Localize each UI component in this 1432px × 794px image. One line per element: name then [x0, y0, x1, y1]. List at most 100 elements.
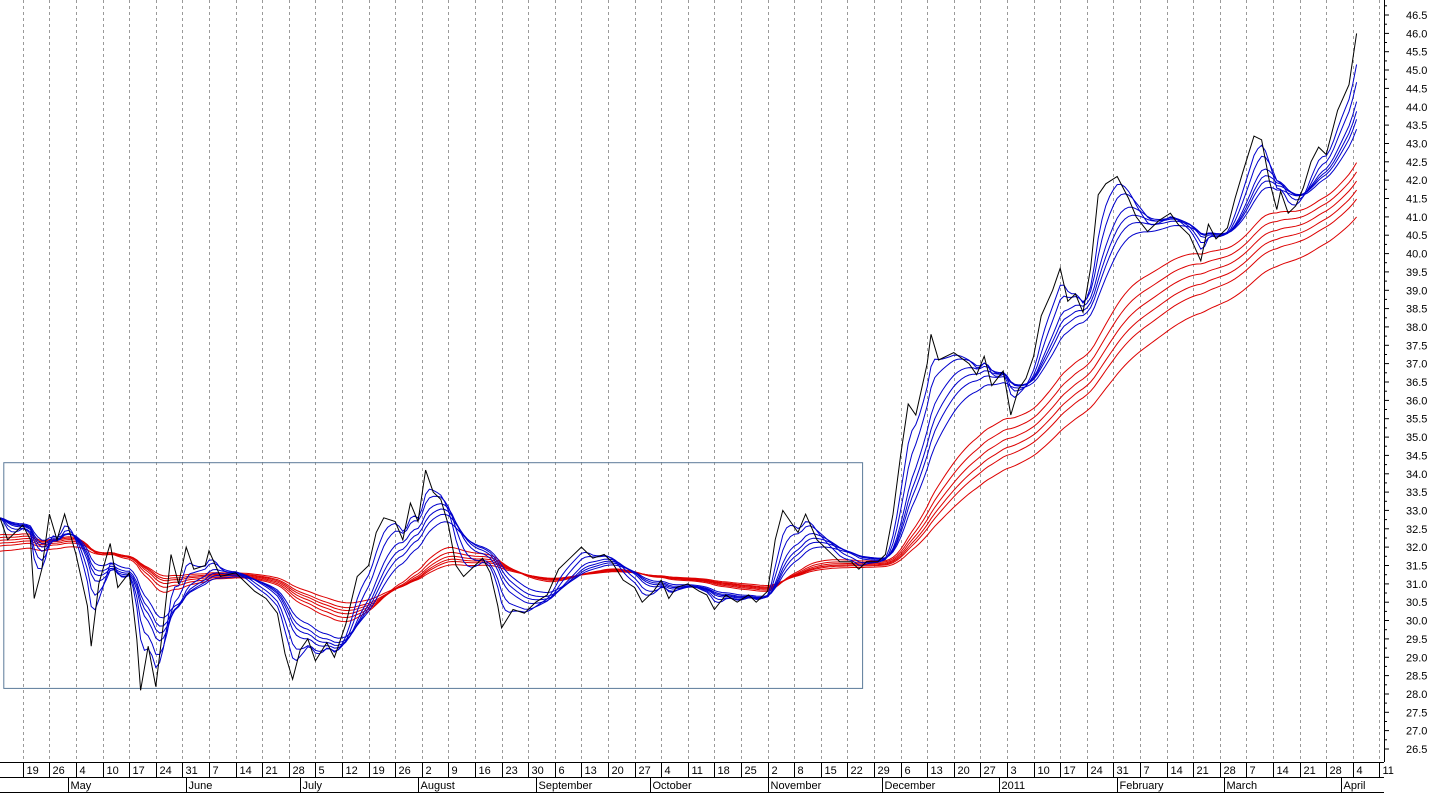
x-tick-label: 19 — [27, 765, 39, 777]
x-tick-label: 7 — [1250, 765, 1256, 777]
x-tick-label: 28 — [1330, 765, 1342, 777]
y-tick-label: 44.0 — [1406, 102, 1427, 114]
x-tick-label: 14 — [240, 765, 252, 777]
price-series — [0, 33, 1358, 691]
y-tick-label: 37.0 — [1406, 359, 1427, 371]
x-tick-label: 20 — [612, 765, 624, 777]
short-term-ema-group — [0, 64, 1358, 669]
month-label: December — [885, 780, 936, 792]
x-tick-label: 21 — [266, 765, 278, 777]
x-tick-label: 21 — [1197, 765, 1209, 777]
y-axis-panel — [1384, 0, 1432, 762]
y-tick-label: 32.5 — [1406, 524, 1427, 536]
y-tick-label: 44.5 — [1406, 83, 1427, 95]
x-tick-label: 31 — [1117, 765, 1129, 777]
x-tick-label: 13 — [585, 765, 597, 777]
y-tick-label: 42.5 — [1406, 157, 1427, 169]
x-tick-label: 14 — [1277, 765, 1289, 777]
consolidation-box — [3, 462, 864, 689]
x-tick-label: 4 — [80, 765, 86, 777]
month-label: September — [539, 780, 593, 792]
x-tick-label: 16 — [479, 765, 491, 777]
x-tick-label: 26 — [53, 765, 65, 777]
x-tick-label: 21 — [1304, 765, 1316, 777]
x-tick-label: 2 — [772, 765, 778, 777]
month-label: March — [1227, 780, 1258, 792]
y-tick-label: 34.0 — [1406, 469, 1427, 481]
y-tick-label: 29.0 — [1406, 652, 1427, 664]
month-label: August — [421, 780, 455, 792]
vertical-gridlines — [23, 0, 1380, 762]
x-tick-label: 12 — [346, 765, 358, 777]
x-tick-label: 27 — [984, 765, 996, 777]
y-tick-label: 37.5 — [1406, 340, 1427, 352]
x-tick-label: 17 — [1064, 765, 1076, 777]
x-tick-label: 4 — [1357, 765, 1363, 777]
x-tick-label: 28 — [293, 765, 305, 777]
month-label: May — [71, 780, 92, 792]
month-label: June — [189, 780, 213, 792]
y-tick-label: 31.0 — [1406, 579, 1427, 591]
x-tick-label: 7 — [1144, 765, 1150, 777]
x-axis: 19 26 4 10 17 24 31 7 14 21 28 5 12 19 26 2 9 16 23 30 6 13 20… — [0, 762, 1432, 794]
month-label: February — [1120, 780, 1165, 792]
x-tick-label: 7 — [213, 765, 219, 777]
x-tick-label: 29 — [878, 765, 890, 777]
y-tick-label: 41.5 — [1406, 194, 1427, 206]
x-tick-label: 10 — [107, 765, 119, 777]
y-tick-label: 27.0 — [1406, 726, 1427, 738]
y-tick-label: 42.0 — [1406, 175, 1427, 187]
short-ema-line-15 — [0, 129, 1358, 639]
x-tick-label: 8 — [798, 765, 804, 777]
y-tick-label: 45.0 — [1406, 65, 1427, 77]
x-tick-label: 15 — [825, 765, 837, 777]
y-tick-label: 27.5 — [1406, 707, 1427, 719]
x-tick-label: 22 — [851, 765, 863, 777]
y-tick-label: 33.5 — [1406, 487, 1427, 499]
x-tick-label: 10 — [1038, 765, 1050, 777]
y-tick-label: 43.5 — [1406, 120, 1427, 132]
short-ema-line-8 — [0, 101, 1358, 649]
x-tick-label: 19 — [373, 765, 385, 777]
x-tick-label: 4 — [665, 765, 671, 777]
y-tick-label: 41.0 — [1406, 212, 1427, 224]
x-tick-label: 14 — [1171, 765, 1183, 777]
y-tick-label: 36.5 — [1406, 377, 1427, 389]
y-tick-label: 33.0 — [1406, 506, 1427, 518]
y-tick-label: 39.5 — [1406, 267, 1427, 279]
y-tick-label: 40.5 — [1406, 230, 1427, 242]
x-tick-label: 26 — [399, 765, 411, 777]
x-tick-label: 30 — [532, 765, 544, 777]
long-ema-line-30 — [0, 162, 1358, 623]
x-tick-label: 28 — [1224, 765, 1236, 777]
x-tick-label: 25 — [745, 765, 757, 777]
month-label: November — [771, 780, 822, 792]
y-tick-label: 46.5 — [1406, 10, 1427, 22]
x-tick-label: 3 — [1011, 765, 1017, 777]
x-tick-label: 24 — [160, 765, 172, 777]
y-tick-label: 30.5 — [1406, 597, 1427, 609]
y-tick-label: 35.0 — [1406, 432, 1427, 444]
y-axis: 26.5 27.0 27.5 28.0 28.5 29.0 29.5 30.0 30.5 31.0… — [1384, 0, 1432, 762]
month-label: July — [303, 780, 323, 792]
y-tick-label: 38.0 — [1406, 322, 1427, 334]
x-tick-label: 23 — [506, 765, 518, 777]
x-tick-label: 13 — [931, 765, 943, 777]
y-tick-label: 40.0 — [1406, 249, 1427, 261]
y-tick-label: 26.5 — [1406, 744, 1427, 756]
price-line — [0, 33, 1358, 691]
month-label: 2011 — [1002, 780, 1026, 792]
x-tick-label: 20 — [958, 765, 970, 777]
y-tick-label: 28.5 — [1406, 671, 1427, 683]
month-label: October — [653, 780, 692, 792]
y-tick-label: 32.0 — [1406, 542, 1427, 554]
x-tick-label: 17 — [133, 765, 145, 777]
y-tick-label: 35.5 — [1406, 414, 1427, 426]
x-tick-label: 5 — [319, 765, 325, 777]
y-tick-label: 46.0 — [1406, 28, 1427, 40]
y-tick-label: 43.0 — [1406, 139, 1427, 151]
y-tick-label: 34.5 — [1406, 450, 1427, 462]
y-tick-label: 30.0 — [1406, 616, 1427, 628]
